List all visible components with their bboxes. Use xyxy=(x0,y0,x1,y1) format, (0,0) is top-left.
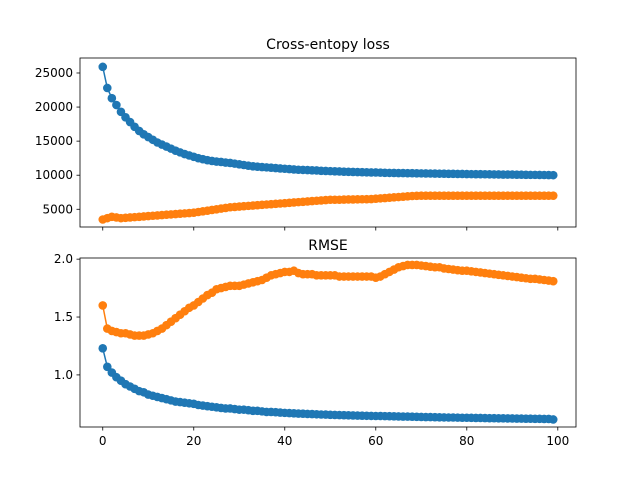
loss-series-0-point xyxy=(98,62,108,72)
loss-subplot: Cross-entopy loss 5000 10000 15000 20000 250… xyxy=(35,37,577,231)
rmse-chart-title: RMSE xyxy=(308,238,348,254)
rmse-series-1-point xyxy=(548,276,558,286)
loss-axis-layer: 5000 10000 15000 20000 25000 xyxy=(35,66,559,231)
rmse-x-tick-label: 60 xyxy=(368,434,383,448)
loss-series-layer xyxy=(98,62,558,224)
loss-chart-title: Cross-entopy loss xyxy=(266,37,390,53)
loss-series-0-point xyxy=(548,170,558,180)
rmse-y-tick-label: 2.0 xyxy=(54,252,73,266)
loss-y-tick-label: 20000 xyxy=(35,100,73,114)
rmse-series-1-point xyxy=(98,301,108,310)
loss-series-0-point xyxy=(112,100,121,110)
rmse-x-tick-label: 0 xyxy=(99,434,107,448)
rmse-series-layer xyxy=(98,260,558,424)
loss-series-0-point xyxy=(107,93,117,103)
rmse-axis-layer: 0 20 40 60 80 100 1.0 1.5 2.0 xyxy=(54,252,569,448)
loss-y-tick-label: 5000 xyxy=(42,202,73,216)
loss-axes-frame xyxy=(79,57,577,228)
rmse-x-tick-label: 40 xyxy=(277,434,292,448)
rmse-series-0-point xyxy=(98,343,108,353)
rmse-x-tick-label: 100 xyxy=(546,434,569,448)
rmse-x-tick-label: 20 xyxy=(186,434,201,448)
rmse-axes-frame xyxy=(79,257,577,428)
loss-series-0-point xyxy=(103,83,112,93)
rmse-series-0-point xyxy=(103,362,112,372)
rmse-x-tick-label: 80 xyxy=(459,434,474,448)
loss-y-tick-label: 25000 xyxy=(35,66,73,80)
rmse-y-tick-label: 1.0 xyxy=(54,368,73,382)
rmse-y-tick-label: 1.5 xyxy=(54,310,73,324)
loss-y-tick-label: 10000 xyxy=(35,168,73,182)
loss-series-1-point xyxy=(548,191,558,200)
loss-y-tick-label: 15000 xyxy=(35,134,73,148)
rmse-series-0-point xyxy=(548,415,558,424)
rmse-subplot: RMSE 0 20 40 60 80 100 1.0 1.5 2.0 xyxy=(54,238,577,448)
